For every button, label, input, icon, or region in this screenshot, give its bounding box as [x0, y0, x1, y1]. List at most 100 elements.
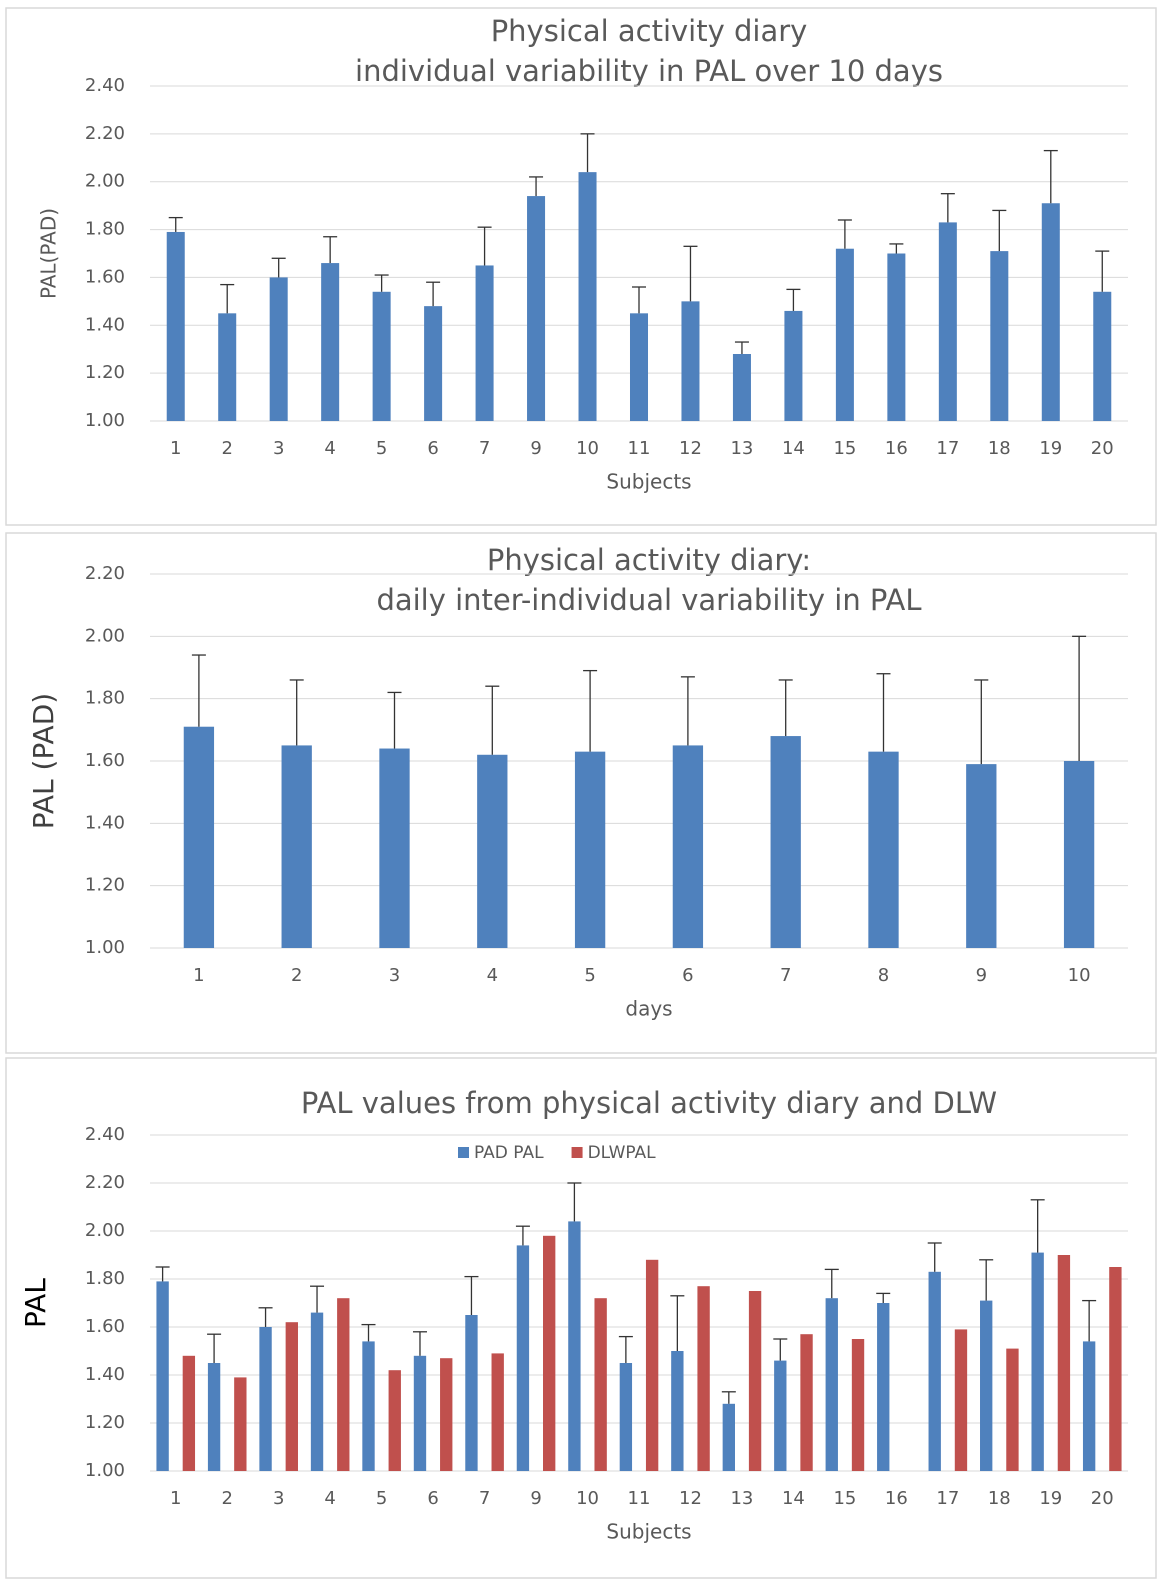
bar — [527, 196, 546, 421]
x-tick-label: 13 — [730, 438, 753, 459]
bar — [784, 310, 803, 421]
bar — [475, 265, 494, 421]
legend-swatch — [571, 1147, 583, 1158]
y-tick-label: 2.20 — [85, 1172, 125, 1193]
y-tick-label: 2.00 — [85, 1220, 125, 1241]
y-axis-label: PAL — [19, 1278, 52, 1328]
bar — [182, 1355, 196, 1471]
y-tick-label: 1.80 — [85, 219, 125, 240]
y-tick-label: 2.00 — [85, 171, 125, 192]
bar — [574, 751, 606, 948]
bar — [800, 1334, 813, 1471]
x-tick-label: 11 — [628, 438, 651, 459]
bar — [954, 1329, 968, 1471]
x-tick-label: 2 — [221, 438, 232, 459]
x-tick-label: 1 — [170, 438, 181, 459]
x-tick-label: 16 — [885, 1488, 908, 1509]
bar — [362, 1341, 375, 1471]
bar — [1031, 1252, 1044, 1471]
bar — [938, 222, 957, 421]
x-tick-label: 9 — [530, 1488, 541, 1509]
x-tick-label: 2 — [291, 965, 302, 986]
bar — [887, 253, 906, 421]
y-tick-label: 2.20 — [85, 123, 125, 144]
x-tick-label: 20 — [1091, 1488, 1114, 1509]
y-tick-label: 2.20 — [85, 563, 125, 584]
x-tick-label: 1 — [170, 1488, 181, 1509]
bar — [491, 1353, 504, 1471]
bar — [285, 1322, 298, 1471]
bar — [1006, 1348, 1019, 1471]
bar — [259, 1327, 272, 1471]
bar — [372, 291, 391, 421]
bar — [1063, 761, 1095, 948]
y-tick-label: 1.40 — [85, 812, 125, 833]
x-tick-label: 20 — [1091, 438, 1114, 459]
x-tick-label: 15 — [833, 438, 856, 459]
chart-title: daily inter-individual variability in PA… — [376, 583, 921, 617]
x-tick-label: 2 — [221, 1488, 232, 1509]
bar — [681, 301, 700, 421]
bar — [440, 1358, 453, 1471]
bar — [966, 764, 997, 948]
x-tick-label: 19 — [1039, 438, 1062, 459]
x-tick-label: 10 — [576, 1488, 599, 1509]
bar — [868, 751, 899, 948]
chart-title: Physical activity diary — [491, 14, 808, 48]
bar — [774, 1360, 787, 1471]
x-tick-label: 12 — [679, 1488, 702, 1509]
y-tick-label: 1.20 — [85, 362, 125, 383]
legend-swatch — [458, 1147, 469, 1158]
x-tick-label: 9 — [976, 965, 987, 986]
x-tick-label: 3 — [273, 1488, 284, 1509]
x-tick-label: 11 — [628, 1488, 651, 1509]
x-tick-label: 4 — [487, 965, 498, 986]
bar — [166, 231, 185, 421]
chart-title: individual variability in PAL over 10 da… — [355, 54, 943, 88]
y-tick-label: 1.20 — [85, 875, 125, 896]
bar — [207, 1363, 221, 1471]
y-axis-label: PAL (PAD) — [27, 693, 60, 829]
x-tick-label: 14 — [782, 438, 805, 459]
bar — [1041, 203, 1060, 421]
bar — [388, 1370, 401, 1471]
bar — [321, 263, 340, 421]
y-tick-label: 2.00 — [85, 625, 125, 646]
bar — [1057, 1255, 1071, 1471]
x-tick-label: 5 — [376, 1488, 387, 1509]
y-tick-label: 1.60 — [85, 1316, 125, 1337]
bar — [980, 1300, 993, 1471]
bar — [1109, 1267, 1122, 1471]
y-tick-label: 2.40 — [85, 75, 125, 96]
bar — [578, 172, 597, 421]
x-tick-label: 6 — [682, 965, 693, 986]
bar — [672, 745, 704, 948]
y-tick-label: 1.00 — [85, 1460, 125, 1481]
bar — [671, 1351, 684, 1471]
x-tick-label: 3 — [273, 438, 284, 459]
x-tick-label: 7 — [479, 1488, 490, 1509]
bar — [413, 1355, 427, 1471]
x-axis-label: Subjects — [606, 1520, 691, 1544]
bar — [770, 736, 801, 948]
bar — [424, 306, 443, 421]
bar — [629, 313, 649, 421]
bar — [877, 1303, 890, 1471]
bar — [722, 1403, 735, 1471]
x-tick-label: 10 — [1068, 965, 1091, 986]
x-tick-label: 15 — [833, 1488, 856, 1509]
bar — [269, 277, 288, 421]
x-tick-label: 7 — [479, 438, 490, 459]
bar — [1093, 291, 1112, 421]
bar — [825, 1298, 838, 1471]
bar — [748, 1291, 762, 1471]
bar — [516, 1245, 530, 1471]
x-tick-label: 4 — [324, 438, 335, 459]
x-tick-label: 8 — [878, 965, 889, 986]
x-tick-label: 7 — [780, 965, 791, 986]
bar — [183, 726, 215, 948]
legend-label: PAD PAL — [474, 1143, 544, 1163]
x-tick-label: 18 — [988, 438, 1011, 459]
bar — [218, 313, 237, 421]
